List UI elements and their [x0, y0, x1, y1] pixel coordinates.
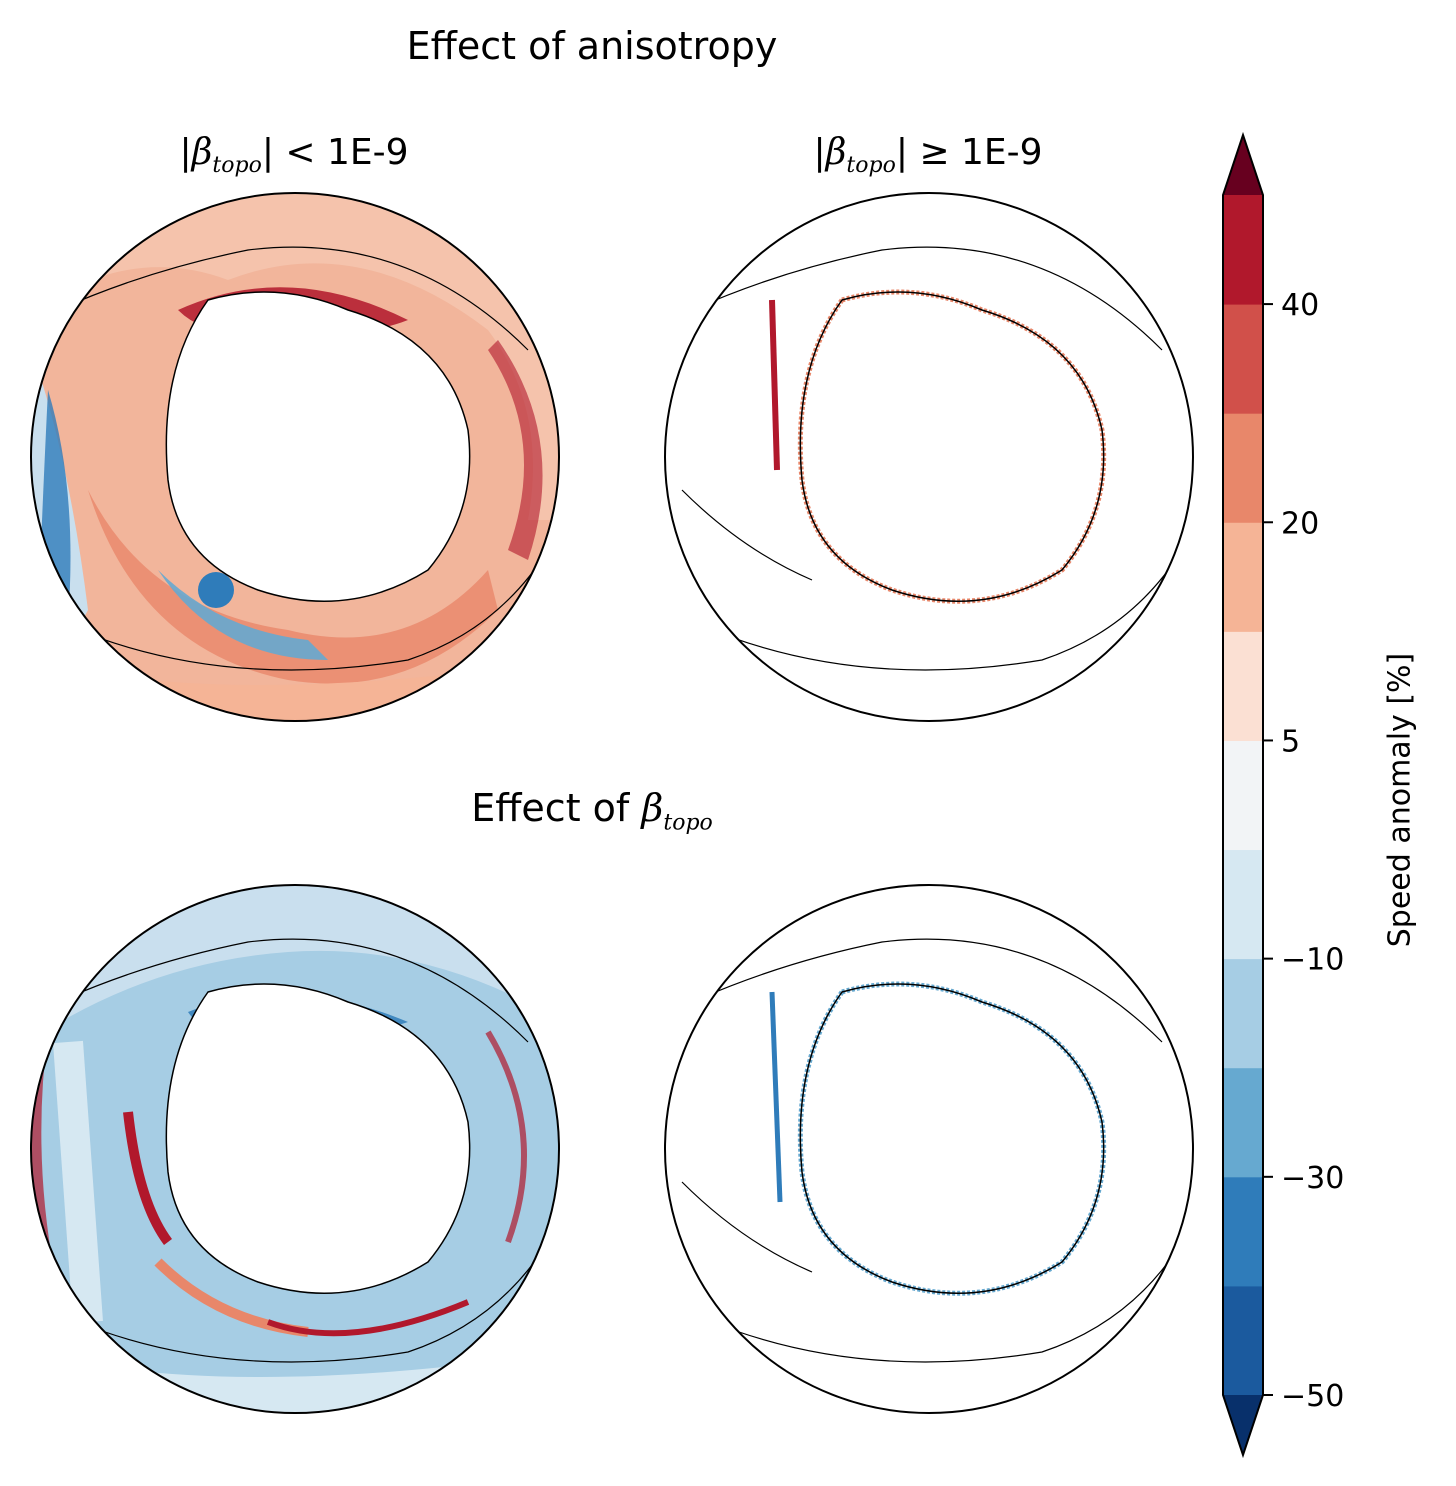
- colorbar-segment: [1223, 631, 1263, 741]
- colorbar-segment: [1223, 1285, 1263, 1396]
- colorbar-tick-label: −10: [1281, 943, 1344, 978]
- row1-title: Effect of anisotropy: [406, 24, 778, 68]
- colorbar: 40 20 5 −10 −30 −50: [1222, 131, 1344, 1459]
- colorbar-segment: [1223, 1067, 1263, 1178]
- col2-title: |βtopo| ≥ 1E-9: [813, 132, 1043, 179]
- row2-title-sub: topo: [663, 810, 713, 836]
- colorbar-label: Speed anomaly [%]: [1382, 652, 1418, 948]
- colorbar-outline: [1222, 131, 1264, 1459]
- row2-title: Effect of βtopo: [471, 786, 713, 836]
- colorbar-segment: [1223, 304, 1263, 414]
- colorbar-tick-label: −30: [1281, 1161, 1344, 1196]
- colorbar-segment: [1223, 522, 1263, 632]
- map-top-right: [664, 192, 1194, 722]
- colorbar-tick-label: 40: [1281, 288, 1319, 323]
- colorbar-segment: [1223, 1176, 1263, 1287]
- colorbar-segment: [1223, 849, 1263, 960]
- colorbar-segment: [1223, 740, 1263, 851]
- col1-title: |βtopo| < 1E-9: [179, 132, 409, 179]
- col2-sub: topo: [846, 153, 896, 179]
- colorbar-extend-low: [1223, 1395, 1263, 1455]
- colorbar-segment: [1223, 958, 1263, 1069]
- col1-symbol: β: [191, 132, 213, 173]
- map-bottom-right: [664, 884, 1194, 1414]
- colorbar-tick-label: 5: [1281, 724, 1300, 759]
- colorbar-tick-label: 20: [1281, 506, 1319, 541]
- map-top-left: [30, 192, 560, 722]
- colorbar-tick-label: −50: [1281, 1379, 1344, 1414]
- map-bottom-left: [30, 884, 560, 1414]
- colorbar-extend-high: [1223, 135, 1263, 195]
- colorbar-segment: [1223, 413, 1263, 523]
- col1-condition: < 1E-9: [285, 132, 409, 173]
- colorbar-segment: [1223, 195, 1263, 305]
- col1-sub: topo: [212, 153, 262, 179]
- row2-title-symbol: β: [641, 786, 664, 830]
- col2-condition: ≥ 1E-9: [919, 132, 1043, 173]
- row2-title-prefix: Effect of: [471, 786, 642, 830]
- col2-symbol: β: [825, 132, 847, 173]
